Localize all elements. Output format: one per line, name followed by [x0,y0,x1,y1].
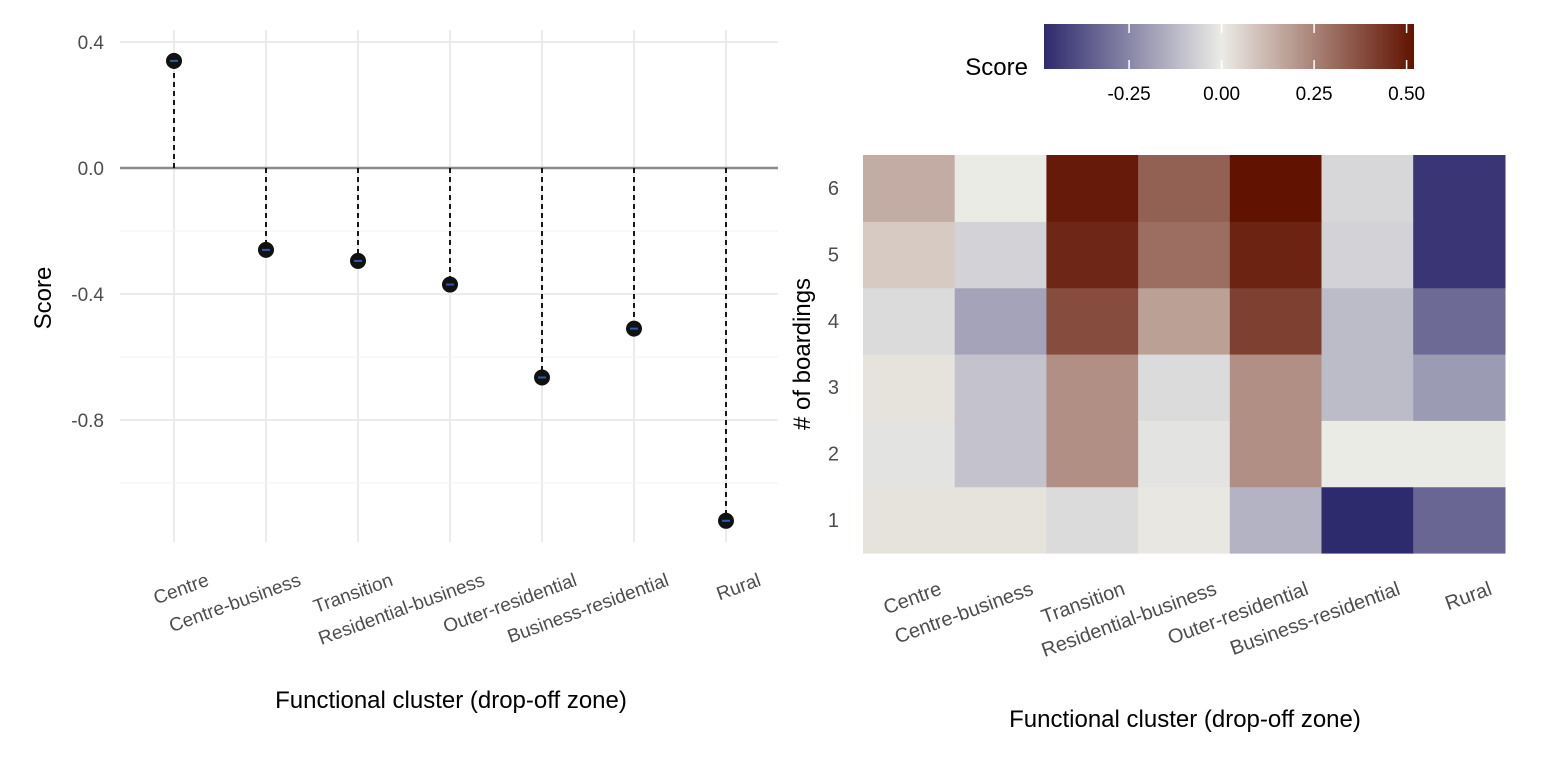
heatmap-cell [954,287,1047,355]
legend-ticks: -0.25 0.00 0.25 0.50 [1107,24,1425,105]
heatmap-cell [1046,486,1139,554]
heatmap-cell [1138,353,1231,421]
y-tick-label: -0.8 [71,411,104,432]
heatmap-cell [954,486,1047,554]
y-tick-label: 0.0 [78,159,104,180]
heatmap-cell [1413,155,1506,222]
heatmap-cell [1229,486,1323,554]
heatmap-cell [954,353,1047,421]
heatmap-cell [1229,353,1323,421]
heatmap-cell [863,486,956,554]
heatmap-legend: -0.25 0.00 0.25 0.50 Score [965,24,1425,105]
heatmap-cell [863,221,956,289]
legend-tick-label: -0.25 [1107,84,1150,105]
heatmap-cell [954,420,1047,488]
legend-tick-label: 0.50 [1388,84,1425,105]
heatmap-cell [1321,287,1414,355]
heatmap-cell [1413,420,1506,488]
heatmap-cell [1229,420,1323,488]
heatmap-cell [863,420,956,488]
heatmap-cell [863,353,956,421]
heatmap-cell [1138,420,1231,488]
heatmap-cell [863,155,956,222]
lollipop-stems [173,60,727,521]
heatmap-cell [1413,486,1506,554]
heatmap-cell [1321,353,1414,421]
heatmap-cell [1138,221,1231,289]
x-tick-label: Business-residential [505,570,672,648]
heatmap-cell [1321,221,1414,289]
heatmap-x-axis-title: Functional cluster (drop-off zone) [1009,706,1361,733]
heatmap-y-tick-labels: 1 2 3 4 5 6 [828,178,839,532]
heatmap-y-axis-title: # of boardings [789,278,816,430]
lollipop-x-axis-title: Functional cluster (drop-off zone) [275,687,627,714]
y-tick-label: -0.4 [71,285,104,306]
heatmap-x-tick-label: Rural [1442,578,1494,615]
heatmap-y-tick-label: 5 [828,244,839,266]
heatmap-cell [1138,486,1231,554]
lollipop-y-axis-title: Score [30,267,57,330]
legend-colorbar [1044,24,1414,69]
legend-tick-label: 0.25 [1296,84,1333,105]
lollipop-y-tick-labels: 0.4 0.0 -0.4 -0.8 [71,33,104,432]
x-tick-label: Rural [714,570,764,605]
legend-tick-label: 0.00 [1203,84,1240,105]
heatmap-cell [1229,287,1323,355]
heatmap-cells [863,155,1506,554]
heatmap-cell [1046,420,1139,488]
heatmap-y-tick-label: 2 [828,443,839,465]
heatmap-cell [1413,353,1506,421]
heatmap-cell [1321,155,1414,222]
heatmap-cell [1138,155,1231,222]
heatmap-cell [1138,287,1231,355]
heatmap-cell [863,287,956,355]
heatmap-y-tick-label: 4 [828,311,839,333]
heatmap-y-tick-label: 6 [828,178,839,200]
heatmap-cell [1321,420,1414,488]
heatmap-cell [1046,221,1139,289]
heatmap-cell [1229,221,1323,289]
heatmap-cell [954,155,1047,222]
heatmap-cell [1046,155,1139,222]
y-tick-label: 0.4 [78,33,105,54]
lollipop-points [166,52,734,529]
heatmap-cell [1229,155,1323,222]
heatmap-cell [1046,287,1139,355]
heatmap-y-tick-label: 3 [828,377,839,399]
heatmap-cell [1413,287,1506,355]
heatmap-cell [954,221,1047,289]
heatmap-cell [1321,486,1414,554]
heatmap-cell [1046,353,1139,421]
legend-title: Score [965,54,1028,81]
heatmap-panel: -0.25 0.00 0.25 0.50 Score 1 2 3 4 5 6 CentreCen… [789,24,1506,733]
heatmap-y-tick-label: 1 [828,510,839,532]
heatmap-cell [1413,221,1506,289]
